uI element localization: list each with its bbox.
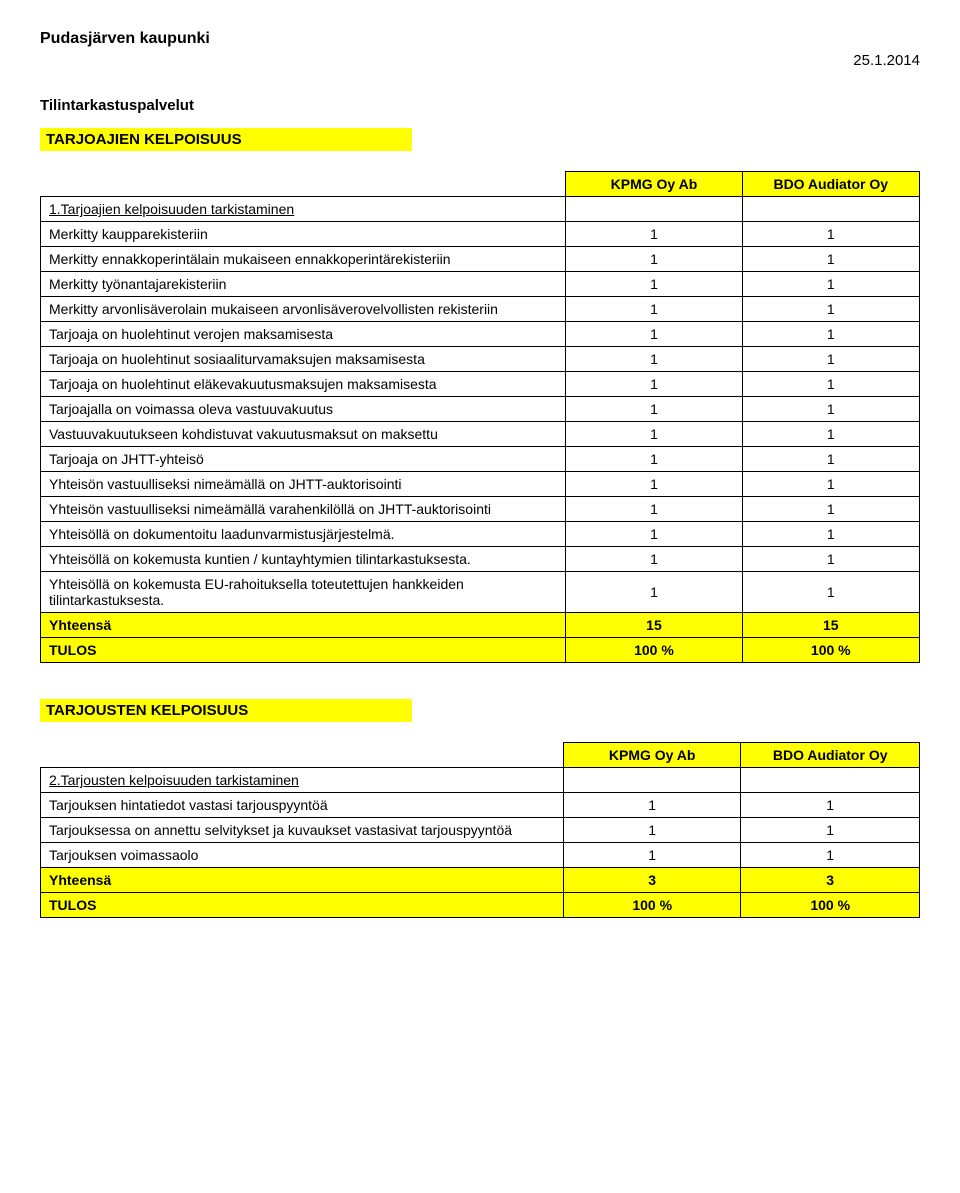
table1-col2: BDO Audiator Oy	[742, 172, 919, 197]
table2-row-label: Tarjouksessa on annettu selvitykset ja k…	[41, 818, 564, 843]
table1-row-label: Merkitty kaupparekisteriin	[41, 222, 566, 247]
table1-row-value: 1	[742, 397, 919, 422]
table2-row-label: Tarjouksen hintatiedot vastasi tarjouspy…	[41, 793, 564, 818]
table1-row-value: 1	[566, 522, 742, 547]
table2-result-label: TULOS	[41, 893, 564, 918]
table2-total-2: 3	[741, 868, 920, 893]
table2-subheading: 2.Tarjousten kelpoisuuden tarkistaminen	[41, 768, 564, 793]
table1-row-value: 1	[742, 572, 919, 613]
table1-row-value: 1	[566, 497, 742, 522]
table2-row-value: 1	[741, 818, 920, 843]
table1-row-value: 1	[566, 397, 742, 422]
table1-result-1: 100 %	[566, 638, 742, 663]
table1-total-2: 15	[742, 613, 919, 638]
table1-row-value: 1	[742, 422, 919, 447]
table1-subheading: 1.Tarjoajien kelpoisuuden tarkistaminen	[41, 197, 566, 222]
table1-result-label: TULOS	[41, 638, 566, 663]
table2-row-label: Tarjouksen voimassaolo	[41, 843, 564, 868]
table1-row-value: 1	[742, 322, 919, 347]
table2-total-label: Yhteensä	[41, 868, 564, 893]
org-name: Pudasjärven kaupunki	[40, 30, 920, 48]
table1: KPMG Oy Ab BDO Audiator Oy 1.Tarjoajien …	[40, 171, 920, 663]
table1-row-value: 1	[742, 222, 919, 247]
table2-result-1: 100 %	[563, 893, 740, 918]
table1-row-value: 1	[742, 497, 919, 522]
table1-row-value: 1	[566, 347, 742, 372]
table1-row-label: Merkitty työnantajarekisteriin	[41, 272, 566, 297]
table1-row-value: 1	[566, 447, 742, 472]
section2-title: TARJOUSTEN KELPOISUUS	[40, 699, 412, 722]
doc-subtitle: Tilintarkastuspalvelut	[40, 97, 920, 114]
table1-row-label: Merkitty ennakkoperintälain mukaiseen en…	[41, 247, 566, 272]
table1-result-2: 100 %	[742, 638, 919, 663]
table2-row-value: 1	[563, 793, 740, 818]
table1-row-value: 1	[566, 247, 742, 272]
table1-row-value: 1	[742, 297, 919, 322]
table1-row-value: 1	[566, 547, 742, 572]
table1-row-value: 1	[566, 272, 742, 297]
table1-row-label: Yhteisön vastuulliseksi nimeämällä varah…	[41, 497, 566, 522]
table1-row-value: 1	[742, 347, 919, 372]
section1-title: TARJOAJIEN KELPOISUUS	[40, 128, 412, 151]
table1-row-label: Merkitty arvonlisäverolain mukaiseen arv…	[41, 297, 566, 322]
table1-row-value: 1	[742, 547, 919, 572]
doc-date: 25.1.2014	[40, 52, 920, 69]
table1-row-value: 1	[566, 322, 742, 347]
table1-row-value: 1	[566, 422, 742, 447]
table1-row-label: Yhteisöllä on kokemusta EU-rahoituksella…	[41, 572, 566, 613]
table2-col2: BDO Audiator Oy	[741, 743, 920, 768]
table1-row-value: 1	[742, 247, 919, 272]
table2-col1: KPMG Oy Ab	[563, 743, 740, 768]
table1-row-value: 1	[566, 297, 742, 322]
table1-row-value: 1	[742, 472, 919, 497]
table1-row-label: Yhteisöllä on kokemusta kuntien / kuntay…	[41, 547, 566, 572]
table1-row-value: 1	[566, 472, 742, 497]
table2: KPMG Oy Ab BDO Audiator Oy 2.Tarjousten …	[40, 742, 920, 918]
table1-row-value: 1	[566, 222, 742, 247]
table2-row-value: 1	[563, 818, 740, 843]
table1-row-value: 1	[742, 372, 919, 397]
table2-row-value: 1	[563, 843, 740, 868]
table1-total-label: Yhteensä	[41, 613, 566, 638]
table1-col1: KPMG Oy Ab	[566, 172, 742, 197]
table1-total-1: 15	[566, 613, 742, 638]
table1-row-value: 1	[566, 572, 742, 613]
table1-row-label: Yhteisöllä on dokumentoitu laadunvarmist…	[41, 522, 566, 547]
table1-row-value: 1	[742, 272, 919, 297]
table1-row-value: 1	[742, 522, 919, 547]
table1-row-label: Tarjoaja on huolehtinut verojen maksamis…	[41, 322, 566, 347]
table2-row-value: 1	[741, 843, 920, 868]
table2-row-value: 1	[741, 793, 920, 818]
table1-row-label: Tarjoaja on huolehtinut eläkevakuutusmak…	[41, 372, 566, 397]
table1-row-value: 1	[566, 372, 742, 397]
table1-row-label: Tarjoaja on JHTT-yhteisö	[41, 447, 566, 472]
table1-row-label: Tarjoaja on huolehtinut sosiaaliturvamak…	[41, 347, 566, 372]
table1-row-label: Vastuuvakuutukseen kohdistuvat vakuutusm…	[41, 422, 566, 447]
table2-total-1: 3	[563, 868, 740, 893]
table1-row-value: 1	[742, 447, 919, 472]
table1-row-label: Tarjoajalla on voimassa oleva vastuuvaku…	[41, 397, 566, 422]
table1-row-label: Yhteisön vastuulliseksi nimeämällä on JH…	[41, 472, 566, 497]
table2-result-2: 100 %	[741, 893, 920, 918]
